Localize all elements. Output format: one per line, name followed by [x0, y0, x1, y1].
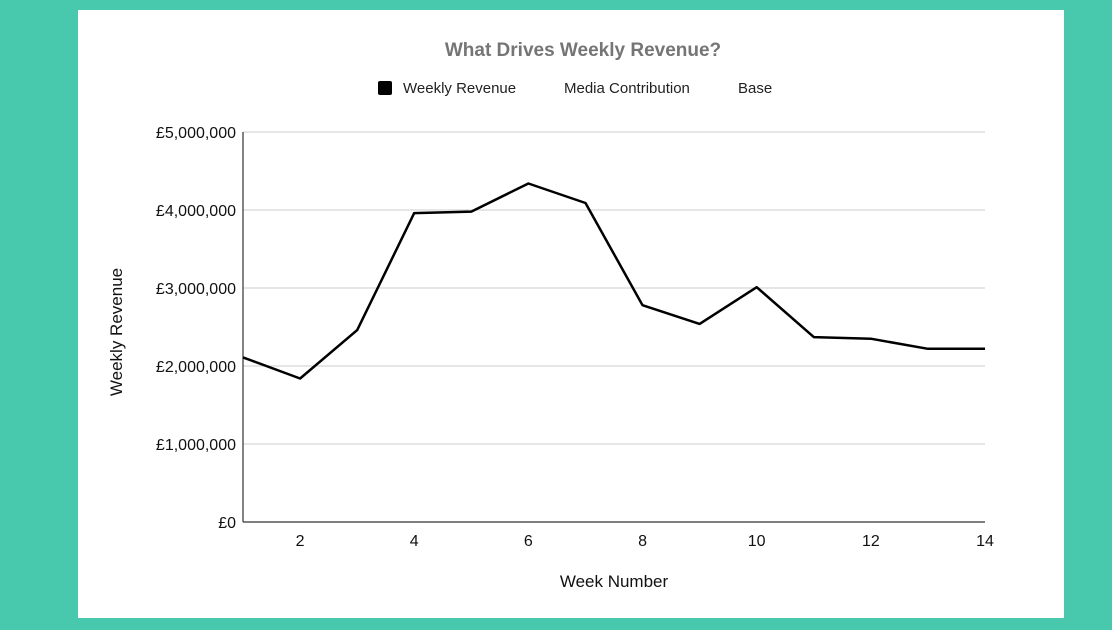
- series-line-weekly-revenue: [242, 182, 985, 380]
- y-tick-label: £0: [218, 515, 236, 532]
- legend: Weekly Revenue Media Contribution Base: [378, 80, 772, 97]
- x-tick-labels: 2 4 6 8 10 12 14: [296, 533, 994, 550]
- chart-canvas: What Drives Weekly Revenue? Weekly Reven…: [107, 40, 994, 591]
- x-tick-label: 6: [524, 533, 533, 550]
- series-group: [242, 182, 986, 380]
- x-tick-label: 4: [410, 533, 419, 550]
- y-axis-title: Weekly Revenue: [107, 268, 126, 396]
- y-tick-label: £5,000,000: [156, 125, 236, 142]
- y-tick-label: £3,000,000: [156, 281, 236, 298]
- chart-title: What Drives Weekly Revenue?: [445, 40, 721, 61]
- legend-label: Media Contribution: [564, 80, 690, 97]
- x-tick-label: 10: [748, 533, 766, 550]
- legend-label: Weekly Revenue: [403, 80, 516, 97]
- y-tick-label: £1,000,000: [156, 437, 236, 454]
- x-axis-title: Week Number: [560, 572, 669, 591]
- y-tick-labels: £0 £1,000,000 £2,000,000 £3,000,000 £4,000,0…: [156, 125, 236, 532]
- legend-label: Base: [738, 80, 772, 97]
- chart-panel: What Drives Weekly Revenue? Weekly Reven…: [78, 10, 1064, 618]
- x-tick-label: 12: [862, 533, 880, 550]
- y-tick-label: £4,000,000: [156, 203, 236, 220]
- x-tick-label: 2: [296, 533, 305, 550]
- axes: [242, 132, 985, 523]
- legend-swatch: [378, 81, 392, 95]
- y-tick-label: £2,000,000: [156, 359, 236, 376]
- gridlines: [243, 131, 985, 445]
- x-tick-label: 14: [976, 533, 994, 550]
- x-tick-label: 8: [638, 533, 647, 550]
